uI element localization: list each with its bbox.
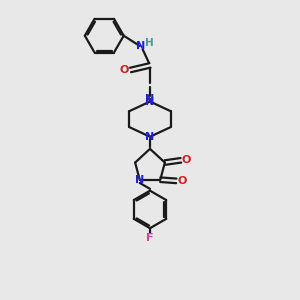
Text: O: O [182,155,191,165]
Text: F: F [146,233,154,243]
Text: O: O [120,65,129,75]
Text: N: N [146,97,154,106]
Text: H: H [145,38,154,48]
Text: N: N [146,94,154,103]
Text: N: N [135,175,144,185]
Text: O: O [177,176,187,186]
Text: N: N [146,132,154,142]
Text: N: N [136,41,146,51]
